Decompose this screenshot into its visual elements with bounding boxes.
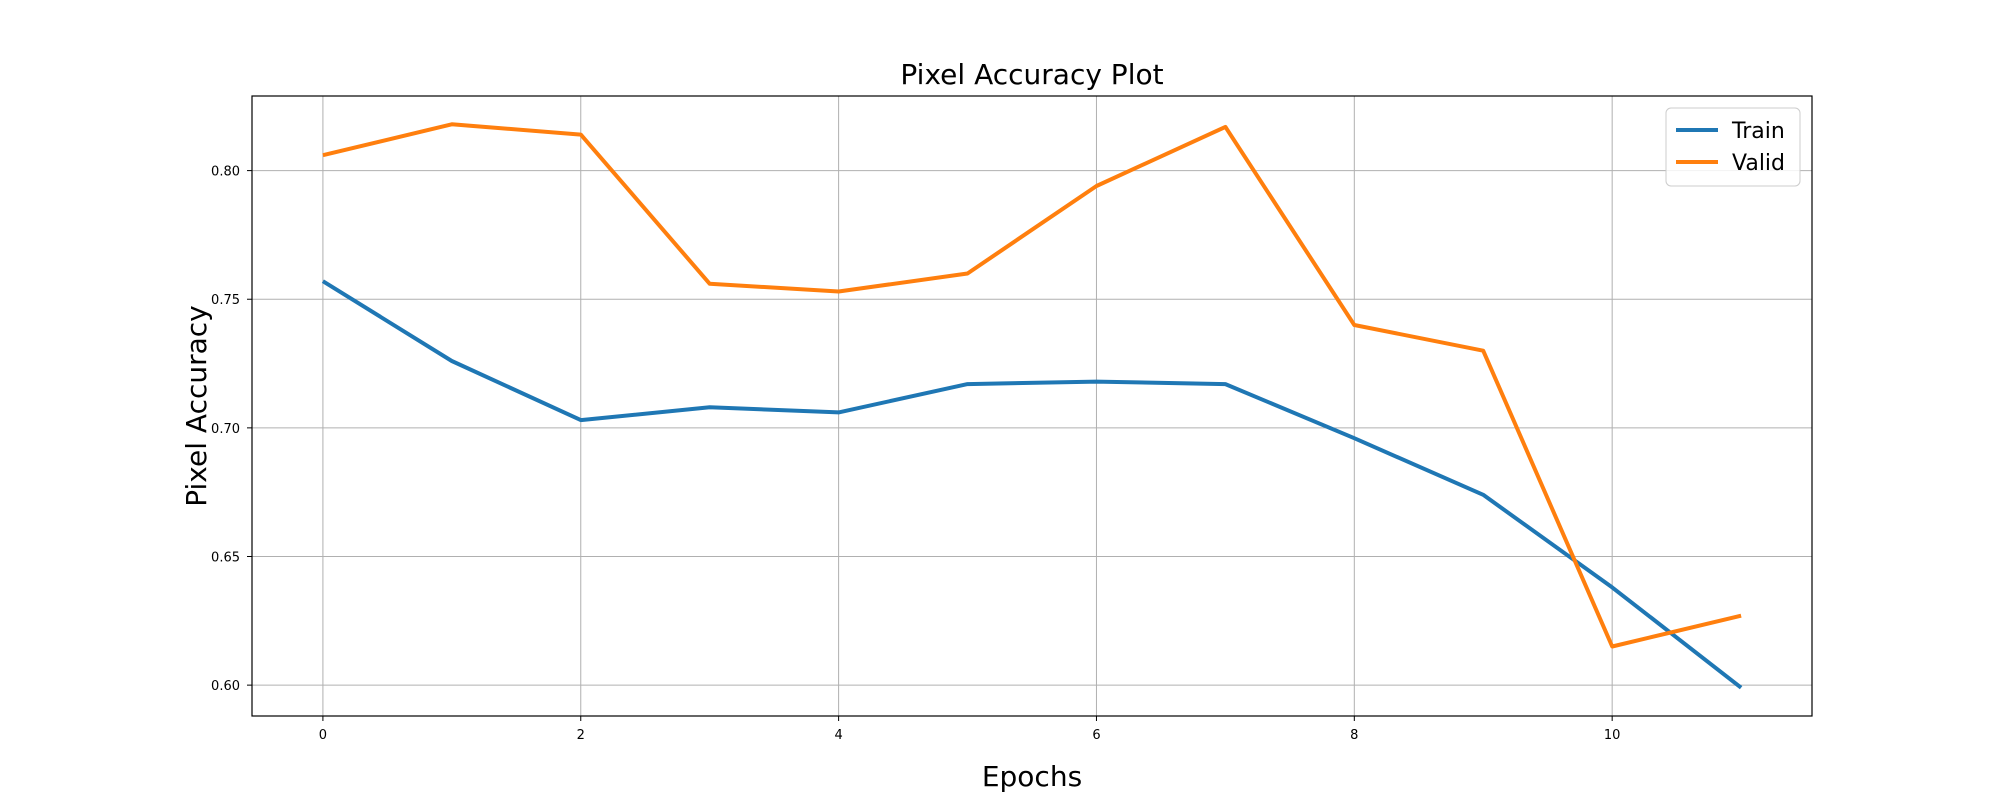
x-tick-label: 6 bbox=[1092, 728, 1100, 743]
x-tick-label: 0 bbox=[319, 728, 327, 743]
grid bbox=[252, 96, 1812, 716]
legend-box bbox=[1665, 107, 1801, 187]
series-lines bbox=[321, 122, 1743, 690]
y-tick-label: 0.75 bbox=[211, 293, 240, 308]
legend-label: Train bbox=[1731, 119, 1785, 144]
series-line-train bbox=[321, 279, 1743, 690]
x-tick-label: 4 bbox=[834, 728, 842, 743]
plot-frame bbox=[251, 95, 1813, 717]
x-tick-label: 10 bbox=[1604, 728, 1621, 743]
x-axis-ticks: 0 2 4 6 8 10 bbox=[319, 716, 1621, 743]
x-axis-label: Epochs bbox=[982, 760, 1082, 793]
x-tick-label: 8 bbox=[1350, 728, 1358, 743]
legend: Train Valid bbox=[1665, 107, 1801, 187]
x-tick-label: 2 bbox=[577, 728, 585, 743]
y-tick-label: 0.80 bbox=[211, 165, 240, 180]
series-line-valid bbox=[322, 122, 1742, 649]
legend-label: Valid bbox=[1732, 151, 1785, 176]
y-axis-ticks: 0.60 0.65 0.70 0.75 0.80 bbox=[211, 165, 252, 694]
y-axis-label: Pixel Accuracy bbox=[180, 305, 213, 507]
y-tick-label: 0.60 bbox=[211, 679, 240, 694]
chart-title: Pixel Accuracy Plot bbox=[900, 58, 1163, 91]
y-tick-label: 0.65 bbox=[211, 550, 240, 565]
y-tick-label: 0.70 bbox=[211, 422, 240, 437]
